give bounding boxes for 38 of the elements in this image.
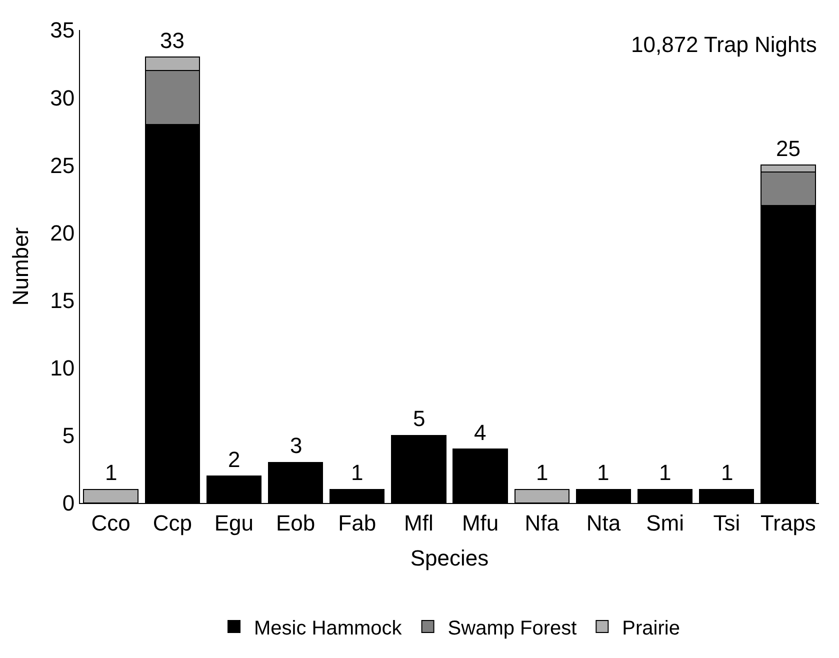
total-label: 2: [228, 447, 240, 472]
total-label: 1: [536, 460, 548, 485]
x-tick-label: Cco: [91, 510, 130, 536]
total-label: 33: [160, 28, 184, 53]
x-tick-label: Nta: [586, 510, 622, 536]
total-label: 1: [597, 460, 610, 485]
total-label: 4: [474, 420, 486, 445]
y-tick-label: 15: [50, 288, 75, 313]
x-tick-label: Traps: [760, 510, 816, 536]
annotation: 10,872 Trap Nights: [631, 32, 817, 57]
x-tick-label: Smi: [646, 510, 684, 536]
total-label: 5: [413, 406, 426, 431]
x-tick-label: Mfu: [462, 510, 499, 536]
y-tick-label: 35: [50, 18, 75, 43]
y-axis-title: Number: [8, 227, 33, 306]
legend-label: Mesic Hammock: [254, 617, 403, 640]
x-tick-label: Nfa: [524, 510, 560, 536]
x-axis-title: Species: [410, 545, 489, 570]
legend-label: Prairie: [622, 617, 680, 640]
y-tick-label: 0: [62, 490, 75, 516]
total-label: 1: [105, 460, 118, 485]
total-label: 1: [721, 460, 734, 485]
x-tick-label: Tsi: [713, 510, 740, 536]
legend-label: Swamp Forest: [448, 617, 578, 640]
total-label: 1: [659, 460, 672, 485]
y-tick-label: 10: [50, 356, 75, 381]
total-label: 1: [351, 460, 364, 485]
x-tick-label: Egu: [214, 510, 254, 536]
x-tick-label: Ccp: [152, 510, 192, 536]
x-tick-label: Eob: [276, 510, 316, 536]
y-tick-label: 30: [50, 85, 75, 110]
total-label: 25: [776, 136, 800, 161]
y-tick-label: 20: [50, 220, 75, 246]
x-tick-label: Fab: [338, 510, 376, 536]
total-label: 3: [290, 433, 302, 458]
y-tick-label: 25: [50, 152, 75, 178]
x-tick-label: Mfl: [404, 510, 434, 536]
y-tick-label: 5: [62, 423, 75, 448]
